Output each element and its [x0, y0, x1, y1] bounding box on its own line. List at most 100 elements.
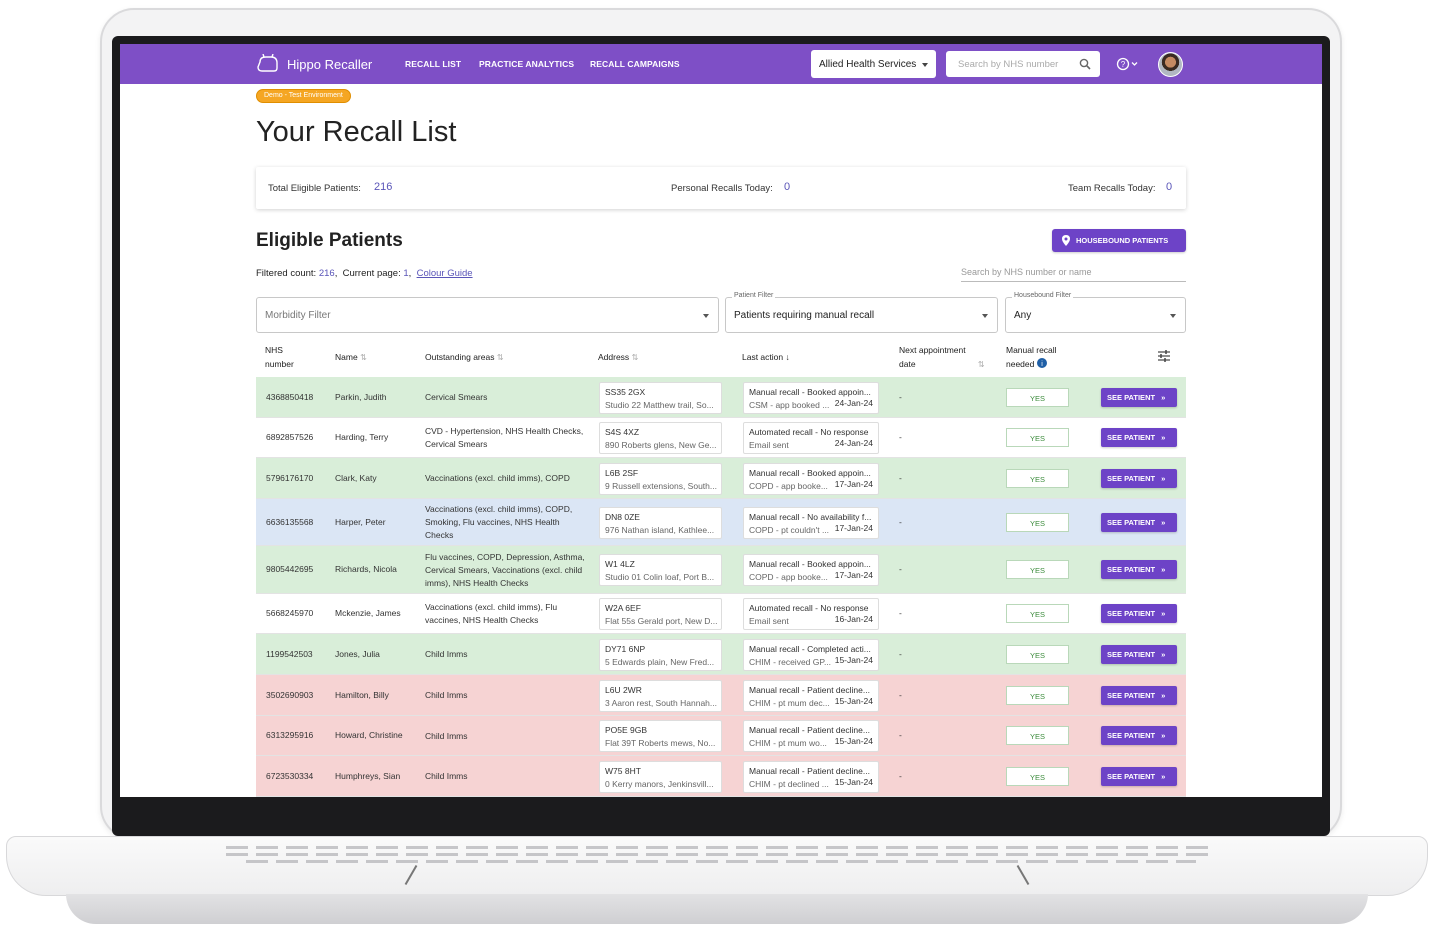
see-patient-button[interactable]: SEE PATIENT » [1101, 428, 1177, 447]
see-patient-button[interactable]: SEE PATIENT » [1101, 468, 1177, 488]
see-patient-button[interactable]: SEE PATIENT » [1101, 512, 1177, 532]
table-row[interactable]: 5668245970 Mckenzie, James Vaccinations (e… [256, 594, 1186, 634]
laptop-deck [6, 836, 1428, 896]
housebound-patients-button[interactable]: HOUSEBOUND PATIENTS [1052, 229, 1186, 252]
name-cell[interactable]: Harding, Terry [335, 432, 389, 442]
header-nhs-line2: number [265, 359, 294, 369]
double-chevron-right-icon: » [1161, 690, 1166, 700]
manual-recall-yes-button[interactable]: YES [1006, 468, 1069, 488]
last-action-box: Automated recall - No response Email sent… [743, 422, 879, 454]
address-box: PO5E 9GB Flat 39T Roberts mews, No... [599, 720, 722, 752]
name-cell[interactable]: Clark, Katy [335, 472, 377, 483]
header-name[interactable]: Name ⇅ [335, 350, 367, 365]
manual-recall-yes-button[interactable]: YES [1006, 604, 1069, 623]
name-cell[interactable]: Mckenzie, James [335, 608, 401, 618]
table-row[interactable]: 6313295916 Howard, Christine Child Imms PO5… [256, 716, 1186, 756]
table-row[interactable]: 6892857526 Harding, Terry CVD - Hypertensi… [256, 418, 1186, 458]
next-appointment-cell: - [899, 689, 902, 700]
see-patient-label: SEE PATIENT [1107, 565, 1156, 574]
patient-filter-value: Patients requiring manual recall [734, 310, 875, 321]
info-icon[interactable]: i [1036, 358, 1047, 368]
name-cell[interactable]: Harper, Peter [335, 516, 386, 527]
table-row[interactable]: 6636135568 Harper, Peter Vaccinations (exc… [256, 499, 1186, 546]
table-row[interactable]: 9805442695 Richards, Nicola Flu vaccines, … [256, 546, 1186, 594]
name-cell[interactable]: Richards, Nicola [335, 564, 397, 574]
see-patient-button[interactable]: SEE PATIENT » [1101, 644, 1177, 664]
personal-recalls-label: Personal Recalls Today: [671, 183, 773, 194]
app-title[interactable]: Hippo Recaller [287, 57, 373, 72]
nav-recall-campaigns[interactable]: RECALL CAMPAIGNS [590, 59, 680, 69]
table-row[interactable]: 5796176170 Clark, Katy Vaccinations (excl.… [256, 458, 1186, 499]
next-appointment-cell: - [899, 648, 902, 659]
header-next-appointment[interactable]: Next appointment date ⇅ [899, 343, 985, 372]
name-cell[interactable]: Jones, Julia [335, 648, 380, 659]
name-cell[interactable]: Humphreys, Sian [335, 770, 401, 781]
nhs-number-cell: 9805442695 [266, 564, 314, 574]
see-patient-button[interactable]: SEE PATIENT » [1101, 387, 1177, 407]
header-next-line1: Next appointment [899, 345, 966, 355]
nhs-number-cell: 3502690903 [266, 689, 314, 700]
postcode: W2A 6EF [605, 603, 641, 613]
manual-recall-yes-button[interactable]: YES [1006, 726, 1069, 745]
housebound-button-label: HOUSEBOUND PATIENTS [1076, 236, 1169, 245]
manual-recall-yes-button[interactable]: YES [1006, 644, 1069, 664]
morbidity-filter[interactable]: Morbidity Filter [256, 297, 719, 333]
table-row[interactable]: 3502690903 Hamilton, Billy Child Imms L6U 2… [256, 675, 1186, 716]
name-cell[interactable]: Parkin, Judith [335, 391, 387, 402]
double-chevron-right-icon: » [1161, 392, 1166, 402]
service-select[interactable]: Allied Health Services [811, 50, 936, 78]
chevron-down-icon [982, 314, 988, 318]
address-box: S4S 4XZ 890 Roberts glens, New Ge... [599, 422, 722, 454]
current-page-value: 1 [403, 268, 409, 279]
postcode: DN8 0ZE [605, 511, 640, 522]
last-action-date: 17-Jan-24 [834, 522, 873, 533]
name-cell[interactable]: Howard, Christine [335, 730, 403, 740]
nav-recall-list[interactable]: RECALL LIST [405, 59, 462, 69]
nhs-number-cell: 5796176170 [266, 472, 314, 483]
manual-recall-yes-button[interactable]: YES [1006, 387, 1069, 407]
table-search-input[interactable]: Search by NHS number or name [961, 264, 1186, 282]
outstanding-areas-cell: Child Imms [425, 716, 585, 756]
address-box: SS35 2GX Studio 22 Matthew trail, So... [599, 381, 722, 414]
nhs-search-input[interactable]: Search by NHS number [946, 51, 1100, 77]
table-row[interactable]: 1199542503 Jones, Julia Child Imms DY71 6NP… [256, 634, 1186, 675]
next-appointment-cell: - [899, 564, 902, 574]
team-recalls-label: Team Recalls Today: [1068, 183, 1156, 194]
help-circle-icon[interactable]: ? [1116, 57, 1140, 71]
manual-recall-yes-button[interactable]: YES [1006, 428, 1069, 447]
manual-recall-yes-button[interactable]: YES [1006, 512, 1069, 532]
colour-guide-link[interactable]: Colour Guide [416, 268, 473, 279]
see-patient-button[interactable]: SEE PATIENT » [1101, 685, 1177, 705]
chevron-down-icon [1170, 314, 1176, 318]
column-settings-icon[interactable] [1157, 350, 1171, 362]
nhs-search-placeholder: Search by NHS number [958, 59, 1059, 70]
chevron-down-icon [922, 63, 928, 67]
keyboard-row [246, 860, 1196, 863]
header-outstanding-areas[interactable]: Outstanding areas ⇅ [425, 350, 504, 365]
postcode: DY71 6NP [605, 643, 646, 654]
header-address[interactable]: Address ⇅ [598, 350, 638, 365]
see-patient-button[interactable]: SEE PATIENT » [1101, 560, 1177, 579]
table-row[interactable]: 6723530334 Humphreys, Sian Child Imms W75 8… [256, 756, 1186, 797]
table-row[interactable]: 4368850418 Parkin, Judith Cervical Smears S… [256, 377, 1186, 418]
housebound-filter[interactable]: Housebound Filter Any [1005, 292, 1186, 333]
last-action-date: 16-Jan-24 [834, 614, 873, 624]
outstanding-areas-text: Cervical Smears [425, 392, 488, 402]
see-patient-button[interactable]: SEE PATIENT » [1101, 604, 1177, 623]
header-last-action-label: Last action [742, 352, 784, 362]
see-patient-button[interactable]: SEE PATIENT » [1101, 726, 1177, 745]
name-cell[interactable]: Hamilton, Billy [335, 689, 389, 700]
outstanding-areas-cell: Vaccinations (excl. child imms), COPD, S… [425, 499, 585, 546]
see-patient-button[interactable]: SEE PATIENT » [1101, 766, 1177, 786]
last-action-box: Manual recall - No availability f... COPD… [743, 506, 879, 539]
manual-recall-yes-button[interactable]: YES [1006, 766, 1069, 786]
patient-filter[interactable]: Patient Filter Patients requiring manual… [725, 292, 998, 333]
header-last-action[interactable]: Last action ↓ [742, 350, 790, 364]
nav-practice-analytics[interactable]: PRACTICE ANALYTICS [479, 59, 575, 69]
hippo-logo-icon [257, 54, 278, 72]
user-avatar[interactable] [1158, 52, 1183, 77]
last-action-detail: Email sent [749, 616, 789, 626]
manual-recall-yes-button[interactable]: YES [1006, 685, 1069, 705]
manual-recall-yes-button[interactable]: YES [1006, 560, 1069, 579]
last-action-text: Manual recall - No availability f... [749, 511, 872, 522]
